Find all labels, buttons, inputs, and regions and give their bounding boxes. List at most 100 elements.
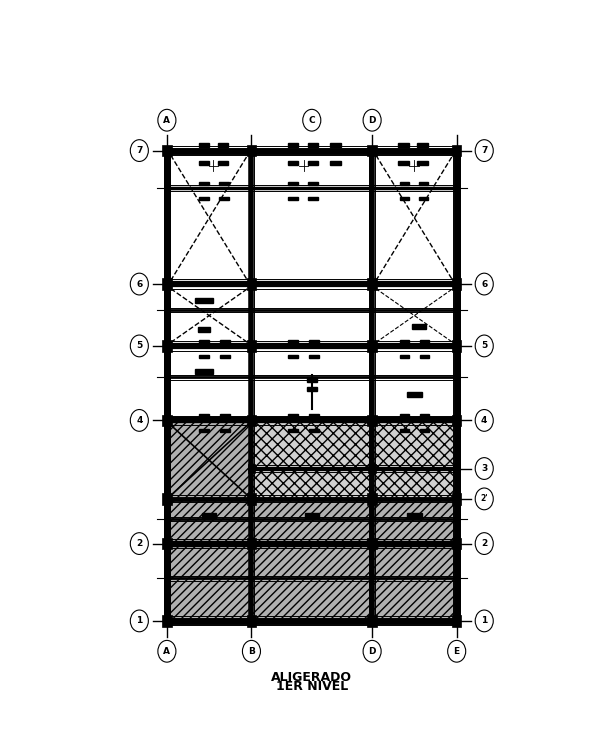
Bar bbox=[219, 182, 229, 185]
Text: 2': 2' bbox=[481, 495, 488, 504]
Bar bbox=[420, 339, 429, 343]
Bar bbox=[367, 278, 377, 289]
Text: 1ER NIVEL: 1ER NIVEL bbox=[276, 680, 348, 693]
Bar bbox=[288, 414, 297, 417]
Bar bbox=[162, 493, 172, 504]
Text: 7: 7 bbox=[136, 146, 142, 155]
Bar bbox=[420, 429, 429, 432]
Bar bbox=[306, 387, 317, 391]
Bar bbox=[308, 161, 318, 165]
Text: D: D bbox=[368, 116, 376, 125]
Bar bbox=[453, 464, 460, 473]
Text: A: A bbox=[164, 116, 170, 125]
Bar bbox=[310, 339, 319, 343]
Text: 1: 1 bbox=[481, 617, 487, 626]
Bar bbox=[308, 182, 318, 185]
Bar bbox=[308, 143, 318, 147]
Bar bbox=[367, 615, 377, 626]
Bar bbox=[196, 370, 213, 374]
Bar bbox=[452, 493, 462, 504]
Bar bbox=[288, 182, 297, 185]
Text: 1: 1 bbox=[136, 617, 142, 626]
Bar bbox=[368, 464, 376, 473]
Bar bbox=[202, 513, 216, 518]
Bar bbox=[367, 493, 377, 504]
Bar bbox=[199, 182, 208, 185]
Bar bbox=[420, 414, 429, 417]
Bar bbox=[306, 377, 317, 382]
Bar bbox=[199, 429, 208, 432]
Bar bbox=[167, 420, 251, 499]
Bar bbox=[419, 196, 428, 200]
Bar bbox=[199, 196, 208, 200]
Bar bbox=[367, 145, 377, 156]
Text: E: E bbox=[454, 647, 460, 655]
Bar bbox=[367, 538, 377, 549]
Bar bbox=[246, 145, 256, 156]
Bar bbox=[162, 340, 172, 352]
Text: A: A bbox=[164, 647, 170, 655]
Bar bbox=[310, 414, 319, 417]
Bar bbox=[310, 355, 319, 358]
Bar bbox=[287, 143, 298, 147]
Bar bbox=[246, 538, 256, 549]
Text: 5: 5 bbox=[136, 341, 142, 350]
Text: 4: 4 bbox=[136, 416, 142, 425]
Bar bbox=[199, 143, 209, 147]
Bar bbox=[246, 493, 256, 504]
Text: 6: 6 bbox=[136, 280, 142, 289]
Bar bbox=[220, 339, 230, 343]
Bar bbox=[246, 278, 256, 289]
Bar bbox=[248, 464, 255, 473]
Bar bbox=[400, 414, 409, 417]
Bar bbox=[220, 429, 230, 432]
Bar bbox=[412, 324, 426, 329]
Bar bbox=[218, 143, 228, 147]
Bar bbox=[199, 161, 209, 165]
Bar bbox=[246, 340, 256, 352]
Bar bbox=[251, 469, 457, 499]
Bar bbox=[251, 420, 457, 469]
Bar bbox=[288, 355, 297, 358]
Bar bbox=[452, 615, 462, 626]
Bar bbox=[162, 538, 172, 549]
Bar bbox=[398, 143, 409, 147]
Bar bbox=[288, 429, 297, 432]
Bar bbox=[162, 615, 172, 626]
Bar bbox=[218, 161, 228, 165]
Text: 5: 5 bbox=[481, 341, 487, 350]
Text: ALIGERADO: ALIGERADO bbox=[272, 670, 352, 684]
Bar bbox=[162, 278, 172, 289]
Bar bbox=[452, 538, 462, 549]
Bar bbox=[162, 145, 172, 156]
Bar bbox=[167, 544, 457, 621]
Text: 6: 6 bbox=[481, 280, 487, 289]
Bar bbox=[308, 196, 318, 200]
Bar bbox=[400, 196, 409, 200]
Bar bbox=[407, 392, 422, 397]
Bar bbox=[220, 414, 230, 417]
Bar bbox=[367, 340, 377, 352]
Bar bbox=[246, 414, 256, 426]
Bar bbox=[452, 145, 462, 156]
Bar bbox=[162, 414, 172, 426]
Bar bbox=[400, 429, 409, 432]
Bar bbox=[452, 340, 462, 352]
Text: 2: 2 bbox=[481, 539, 487, 548]
Bar bbox=[398, 161, 409, 165]
Bar bbox=[330, 161, 341, 165]
Text: 3: 3 bbox=[481, 464, 487, 473]
Bar bbox=[246, 615, 256, 626]
Bar bbox=[199, 355, 208, 358]
Bar bbox=[167, 469, 251, 499]
Bar bbox=[400, 355, 409, 358]
Bar bbox=[199, 339, 208, 343]
Bar bbox=[288, 339, 297, 343]
Bar bbox=[305, 513, 319, 518]
Bar bbox=[330, 143, 341, 147]
Bar bbox=[420, 355, 429, 358]
Bar bbox=[400, 182, 409, 185]
Bar bbox=[219, 196, 229, 200]
Bar bbox=[310, 429, 319, 432]
Bar bbox=[452, 414, 462, 426]
